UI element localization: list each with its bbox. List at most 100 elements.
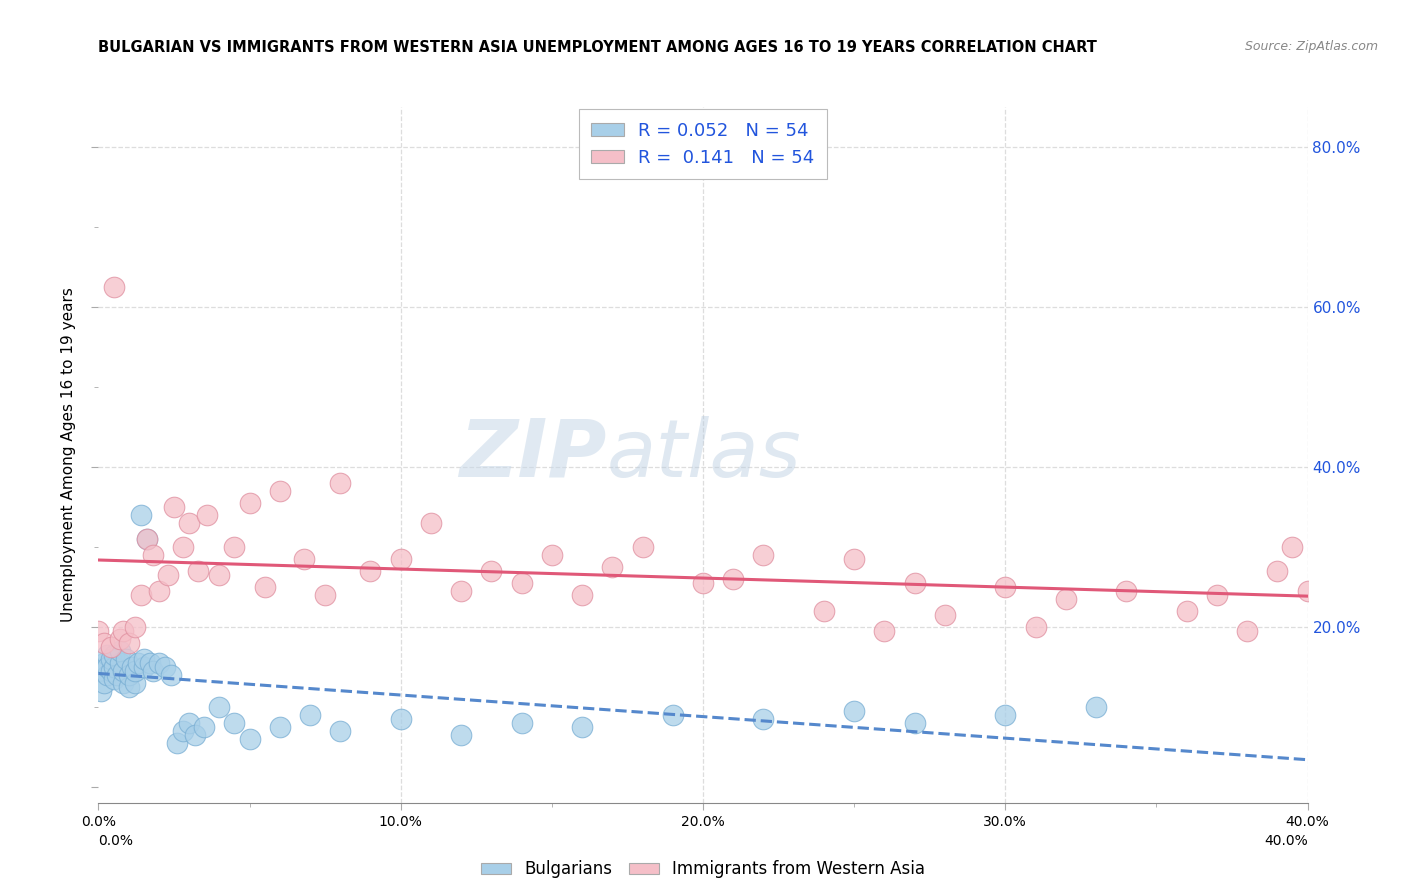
Point [1024,620,1046,634]
Point [87,664,110,678]
Point [118,668,141,682]
Point [139,656,162,670]
Point [129,508,152,522]
Point [994,707,1017,722]
Point [631,540,654,554]
Point [269,720,291,734]
Point [103,660,125,674]
Point [510,575,533,590]
Point [389,712,412,726]
Point [1115,583,1137,598]
Point [129,588,152,602]
Point [103,672,125,686]
Point [100,664,122,678]
Point [813,604,835,618]
Point [103,648,125,662]
Point [111,676,134,690]
Point [481,564,503,578]
Point [135,532,157,546]
Point [187,564,209,578]
Point [752,548,775,562]
Text: 0.0%: 0.0% [98,834,134,848]
Point [148,583,170,598]
Point [269,483,291,498]
Point [1054,591,1077,606]
Point [1085,699,1108,714]
Point [142,548,165,562]
Point [904,715,927,730]
Point [111,624,134,638]
Point [292,552,315,566]
Y-axis label: Unemployment Among Ages 16 to 19 years: Unemployment Among Ages 16 to 19 years [60,287,76,623]
Point [723,572,745,586]
Point [1206,588,1229,602]
Point [904,575,927,590]
Point [148,656,170,670]
Point [100,652,122,666]
Text: atlas: atlas [606,416,801,494]
Point [172,723,194,738]
Point [118,680,141,694]
Point [121,660,143,674]
Point [1175,604,1198,618]
Point [124,676,146,690]
Point [253,580,276,594]
Point [1236,624,1258,638]
Point [163,500,186,514]
Point [1281,540,1303,554]
Point [692,575,714,590]
Point [571,720,593,734]
Point [329,723,352,738]
Point [135,532,157,546]
Point [93,636,115,650]
Point [103,280,125,294]
Point [105,668,128,682]
Point [1267,564,1289,578]
Point [179,715,201,730]
Point [118,636,141,650]
Point [166,736,188,750]
Point [124,664,146,678]
Point [450,583,472,598]
Point [239,496,262,510]
Point [1296,583,1319,598]
Point [844,552,866,566]
Point [156,567,179,582]
Point [108,656,131,670]
Point [132,660,155,674]
Point [93,656,115,670]
Text: BULGARIAN VS IMMIGRANTS FROM WESTERN ASIA UNEMPLOYMENT AMONG AGES 16 TO 19 YEARS: BULGARIAN VS IMMIGRANTS FROM WESTERN ASI… [98,40,1097,55]
Point [142,664,165,678]
Point [127,656,149,670]
Point [314,588,336,602]
Point [160,668,183,682]
Point [100,640,122,654]
Text: Source: ZipAtlas.com: Source: ZipAtlas.com [1244,40,1378,54]
Point [208,567,231,582]
Point [224,715,246,730]
Point [90,683,112,698]
Point [195,508,218,522]
Point [224,540,246,554]
Point [132,652,155,666]
Point [172,540,194,554]
Point [540,548,562,562]
Point [179,516,201,530]
Point [571,588,593,602]
Point [239,731,262,746]
Point [96,648,118,662]
Point [510,715,533,730]
Point [389,552,412,566]
Point [994,580,1017,594]
Point [93,676,115,690]
Point [873,624,896,638]
Point [299,707,322,722]
Point [114,652,136,666]
Point [153,660,176,674]
Point [752,712,775,726]
Point [420,516,443,530]
Point [208,699,231,714]
Point [87,624,110,638]
Text: ZIP: ZIP [458,416,606,494]
Point [193,720,215,734]
